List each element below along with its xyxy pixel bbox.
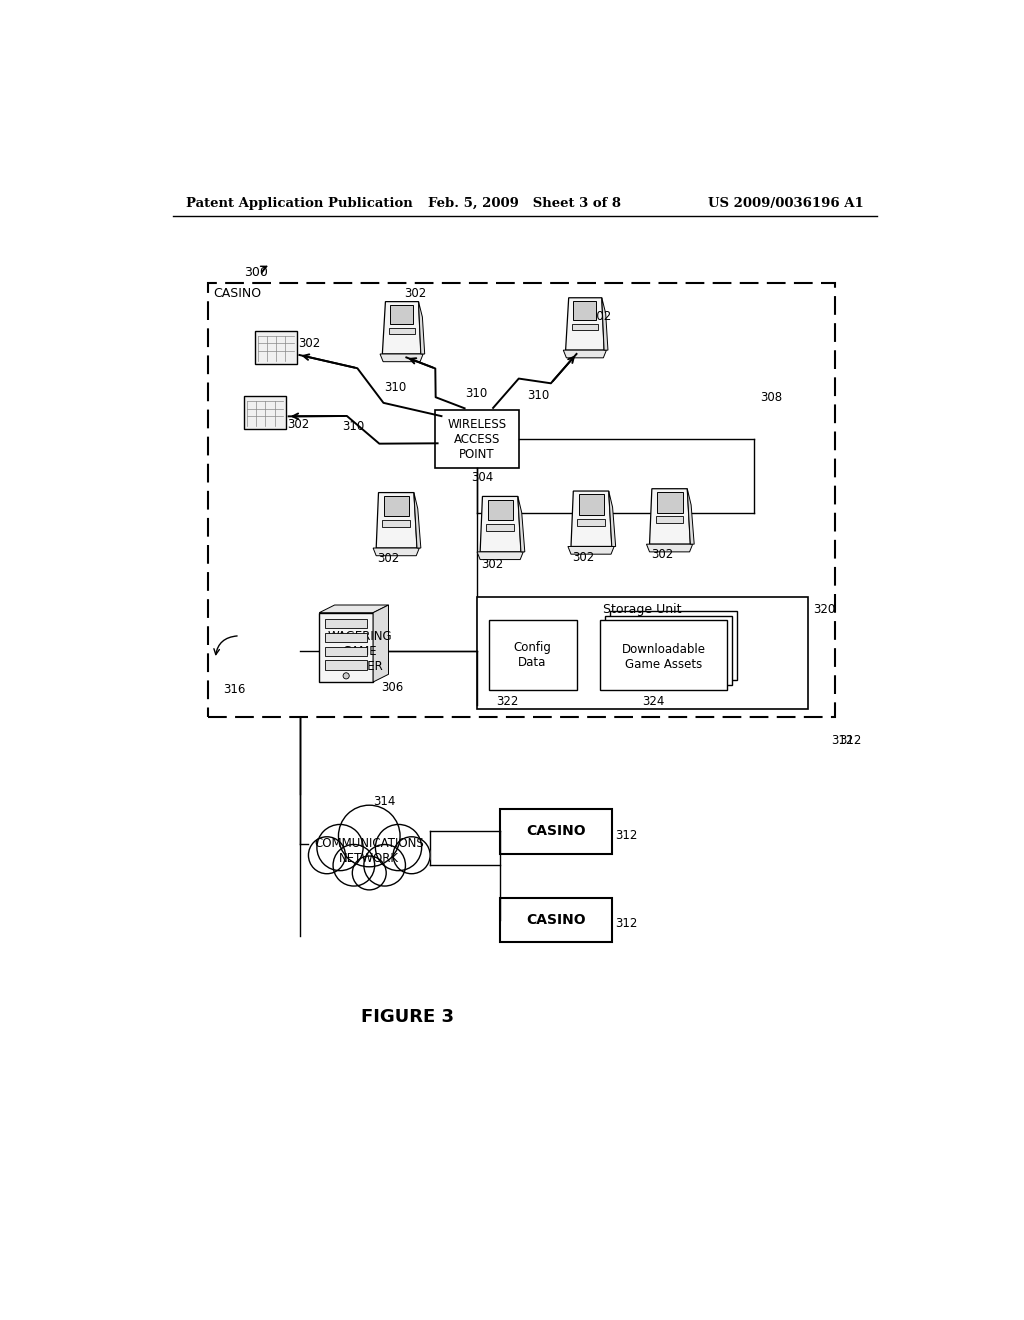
Bar <box>486 524 514 531</box>
Polygon shape <box>477 552 523 560</box>
Polygon shape <box>480 496 521 552</box>
Text: CASINO: CASINO <box>525 825 586 838</box>
Bar <box>244 396 286 429</box>
Bar <box>500 809 611 854</box>
Bar <box>600 620 727 689</box>
Polygon shape <box>414 492 421 548</box>
Text: 310: 310 <box>385 381 407 395</box>
Bar <box>500 898 611 942</box>
Polygon shape <box>373 605 388 682</box>
Text: 314: 314 <box>373 795 395 808</box>
Text: Config
Data: Config Data <box>514 642 552 669</box>
Polygon shape <box>571 491 611 546</box>
Bar <box>578 519 605 525</box>
Text: 312: 312 <box>615 829 638 842</box>
Text: 312: 312 <box>839 734 861 747</box>
Bar <box>326 660 367 669</box>
Bar <box>609 611 736 681</box>
Polygon shape <box>602 298 608 350</box>
Text: 302: 302 <box>589 310 611 323</box>
Text: 302: 302 <box>481 557 504 570</box>
Bar <box>388 327 415 334</box>
Polygon shape <box>565 298 604 350</box>
Text: COMMUNICATIONS
NETWORK: COMMUNICATIONS NETWORK <box>314 837 424 866</box>
Text: Feb. 5, 2009   Sheet 3 of 8: Feb. 5, 2009 Sheet 3 of 8 <box>428 197 622 210</box>
Text: 302: 302 <box>378 552 399 565</box>
Text: FIGURE 3: FIGURE 3 <box>361 1008 455 1026</box>
Bar <box>382 520 410 527</box>
Polygon shape <box>563 350 606 358</box>
Text: Storage Unit: Storage Unit <box>603 603 682 616</box>
Text: Downloadable
Game Assets: Downloadable Game Assets <box>622 643 706 672</box>
Polygon shape <box>646 544 692 552</box>
Bar <box>326 632 367 642</box>
Text: US 2009/0036196 A1: US 2009/0036196 A1 <box>708 197 863 210</box>
Polygon shape <box>373 548 419 556</box>
Bar <box>390 305 413 323</box>
Text: CASINO: CASINO <box>525 913 586 927</box>
Text: 310: 310 <box>466 387 487 400</box>
Bar <box>477 597 808 709</box>
Bar <box>571 323 598 330</box>
Bar <box>435 411 519 469</box>
Text: 304: 304 <box>471 471 494 483</box>
Text: 302: 302 <box>572 550 595 564</box>
Bar <box>655 516 683 524</box>
Text: 312: 312 <box>615 917 638 931</box>
Text: 312: 312 <box>831 734 854 747</box>
Text: WIRELESS
ACCESS
POINT: WIRELESS ACCESS POINT <box>447 418 507 461</box>
Circle shape <box>393 837 430 874</box>
Text: 302: 302 <box>403 286 426 300</box>
Text: 302: 302 <box>288 417 310 430</box>
Text: 302: 302 <box>650 548 673 561</box>
Polygon shape <box>319 605 388 612</box>
Bar <box>255 331 297 364</box>
Bar <box>488 620 578 689</box>
Bar <box>657 492 683 512</box>
Text: 310: 310 <box>527 389 549 403</box>
Polygon shape <box>687 488 694 544</box>
Bar <box>487 499 513 520</box>
Circle shape <box>308 837 345 874</box>
Bar <box>384 496 410 516</box>
Circle shape <box>352 857 386 890</box>
Text: Patent Application Publication: Patent Application Publication <box>186 197 413 210</box>
Text: CASINO: CASINO <box>214 288 262 301</box>
Polygon shape <box>419 302 425 354</box>
Bar <box>319 612 373 682</box>
Circle shape <box>316 825 364 871</box>
Text: 320: 320 <box>813 603 835 616</box>
Circle shape <box>364 845 406 886</box>
Circle shape <box>333 845 375 886</box>
Polygon shape <box>518 496 524 552</box>
Text: 322: 322 <box>497 694 519 708</box>
Text: 316: 316 <box>223 684 246 696</box>
Polygon shape <box>649 488 690 544</box>
Text: 300: 300 <box>245 265 268 279</box>
Text: 302: 302 <box>298 337 321 350</box>
Bar <box>605 616 732 685</box>
Text: 324: 324 <box>643 694 665 708</box>
Polygon shape <box>382 302 421 354</box>
Bar <box>573 301 596 321</box>
Bar <box>208 284 836 718</box>
Bar <box>579 494 604 515</box>
Circle shape <box>339 805 400 867</box>
Bar <box>326 647 367 656</box>
Circle shape <box>376 825 422 871</box>
Text: 310: 310 <box>342 420 365 433</box>
Text: 306: 306 <box>381 681 403 694</box>
Circle shape <box>343 673 349 678</box>
Polygon shape <box>568 546 614 554</box>
Bar <box>326 619 367 628</box>
Polygon shape <box>376 492 417 548</box>
Text: WAGERING
GAME
SERVER: WAGERING GAME SERVER <box>328 630 392 673</box>
Text: 308: 308 <box>761 391 782 404</box>
Polygon shape <box>608 491 615 546</box>
Polygon shape <box>380 354 423 362</box>
